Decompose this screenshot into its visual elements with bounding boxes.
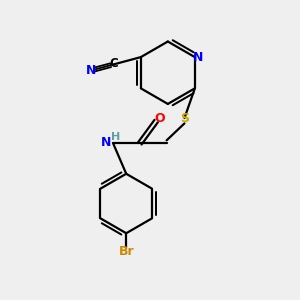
Text: C: C bbox=[109, 57, 118, 70]
Text: O: O bbox=[154, 112, 165, 124]
Text: N: N bbox=[86, 64, 97, 77]
Text: Br: Br bbox=[118, 245, 134, 258]
Text: N: N bbox=[101, 136, 112, 149]
Text: N: N bbox=[193, 51, 204, 64]
Text: S: S bbox=[180, 112, 189, 124]
Text: H: H bbox=[112, 132, 121, 142]
